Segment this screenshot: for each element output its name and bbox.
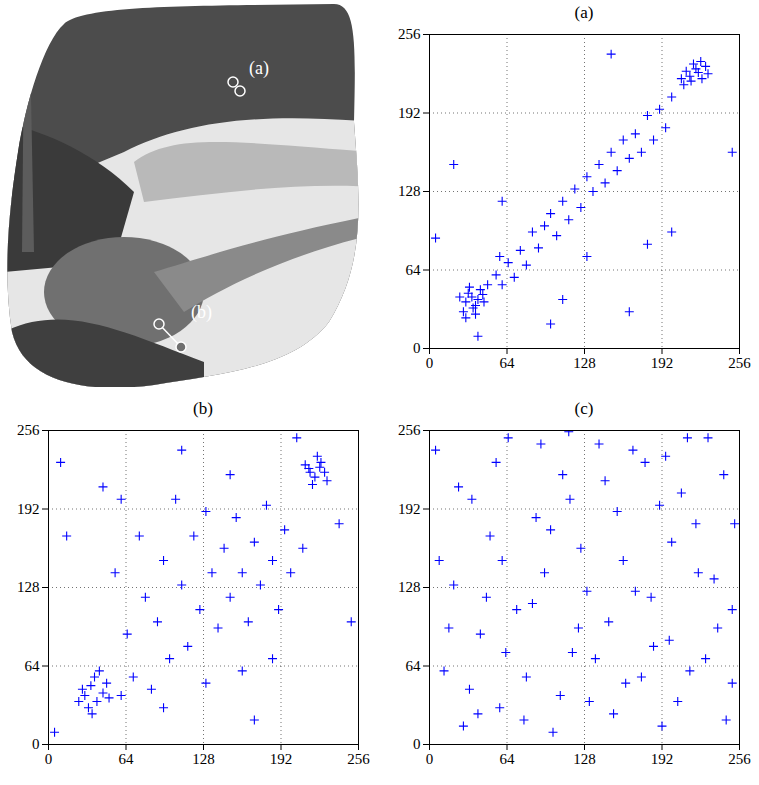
svg-text:256: 256 — [728, 751, 751, 767]
svg-text:64: 64 — [500, 751, 516, 767]
html-text:(a): (a) — [574, 3, 594, 22]
svg-text:128: 128 — [192, 751, 215, 767]
svg-text:192: 192 — [651, 751, 674, 767]
svg-text:64: 64 — [500, 355, 516, 371]
svg-text:0: 0 — [426, 355, 434, 371]
svg-text:192: 192 — [270, 751, 293, 767]
svg-text:192: 192 — [651, 355, 674, 371]
svg-text:256: 256 — [728, 355, 751, 371]
svg-text:128: 128 — [398, 579, 421, 595]
svg-text:256: 256 — [398, 26, 421, 42]
svg-text:64: 64 — [119, 751, 135, 767]
svg-text:128: 128 — [17, 579, 40, 595]
html-text:(b): (b) — [193, 399, 213, 418]
svg-text:256: 256 — [347, 751, 370, 767]
svg-text:(b): (b) — [191, 302, 212, 323]
svg-text:0: 0 — [413, 736, 421, 752]
svg-text:192: 192 — [398, 501, 421, 517]
svg-text:64: 64 — [406, 262, 422, 278]
svg-text:192: 192 — [398, 105, 421, 121]
svg-text:0: 0 — [32, 736, 40, 752]
svg-text:256: 256 — [398, 422, 421, 438]
svg-text:256: 256 — [17, 422, 40, 438]
svg-text:0: 0 — [413, 340, 421, 356]
svg-text:(a): (a) — [249, 58, 269, 79]
html-text:(c): (c) — [574, 399, 594, 418]
svg-text:128: 128 — [573, 355, 596, 371]
svg-text:64: 64 — [25, 658, 41, 674]
svg-text:192: 192 — [17, 501, 40, 517]
svg-text:64: 64 — [406, 658, 422, 674]
svg-text:128: 128 — [398, 183, 421, 199]
svg-text:128: 128 — [573, 751, 596, 767]
svg-text:0: 0 — [426, 751, 434, 767]
svg-text:0: 0 — [45, 751, 53, 767]
